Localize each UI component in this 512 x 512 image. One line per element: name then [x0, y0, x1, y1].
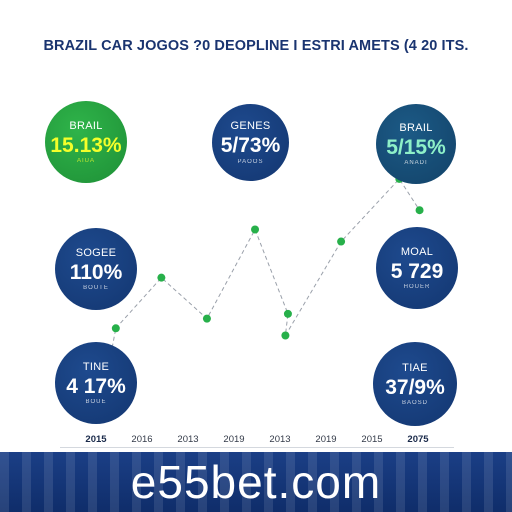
stat-label: GENES [230, 120, 271, 133]
x-tick-label: 2016 [131, 434, 153, 445]
data-point-9 [415, 206, 424, 215]
stat-circle-tine: TINE 4 17% BOUE [55, 342, 137, 424]
stat-sub: HOUER [403, 284, 431, 291]
x-tick-label: 2075 [407, 434, 429, 445]
stat-value: 37/9% [385, 375, 445, 399]
stat-circle-tiae: TIAE 37/9% BAOSD [373, 342, 457, 426]
x-tick-label: 2015 [361, 434, 383, 445]
x-tick-label: 2013 [177, 434, 199, 445]
x-axis-line [60, 447, 454, 448]
stat-value: 5 729 [390, 259, 444, 283]
stat-sub: BAOSD [401, 400, 428, 407]
data-point-1 [111, 324, 120, 333]
stat-label: BRAIL [399, 121, 433, 134]
data-point-3 [202, 314, 211, 323]
stat-sub: BOUTE [83, 285, 109, 292]
data-point-5 [283, 309, 292, 318]
x-tick-label: 2019 [223, 434, 245, 445]
series-line [115, 178, 420, 336]
stat-circle-brail-2: BRAIL 5/15% ANADI [376, 104, 456, 184]
stat-sub: PAOOS [237, 158, 264, 165]
stat-circle-moal: MOAL 5 729 HOUER [376, 227, 458, 309]
data-point-4 [251, 225, 260, 234]
stat-circle-brail: BRAIL 15.13% AIUA [45, 101, 127, 183]
stat-circle-sogee: SOGEE 110% BOUTE [55, 228, 137, 310]
stat-label: BRAIL [69, 119, 103, 132]
x-tick-label: 2013 [269, 434, 291, 445]
data-point-6 [281, 331, 290, 340]
stat-sub: BOUE [85, 399, 107, 406]
x-tick-label: 2019 [315, 434, 337, 445]
chart-title: BRAZIL CAR JOGOS ?0 DEOPLINE I ESTRI AME… [43, 38, 469, 54]
stat-label: TIAE [402, 361, 428, 374]
stat-value: 5/73% [220, 134, 281, 158]
stat-value: 4 17% [66, 374, 126, 398]
stat-value: 15.13% [50, 133, 122, 157]
brand-banner: e55bet.com [0, 452, 512, 512]
stat-label: TINE [82, 360, 110, 373]
stat-value: 5/15% [386, 135, 446, 159]
series-line-tail [102, 328, 117, 396]
stat-value: 110% [69, 260, 123, 284]
stat-sub: AIUA [76, 158, 95, 165]
stat-label: SOGEE [75, 246, 117, 259]
stat-sub: ANADI [404, 160, 428, 167]
data-point-7 [337, 237, 346, 246]
stat-label: MOAL [400, 245, 434, 258]
x-tick-label: 2015 [85, 434, 107, 445]
stat-circle-genes: GENES 5/73% PAOOS [212, 104, 289, 181]
brand-text: e55bet.com [130, 456, 382, 508]
banner-pattern [0, 452, 512, 512]
data-point-2 [157, 273, 166, 282]
